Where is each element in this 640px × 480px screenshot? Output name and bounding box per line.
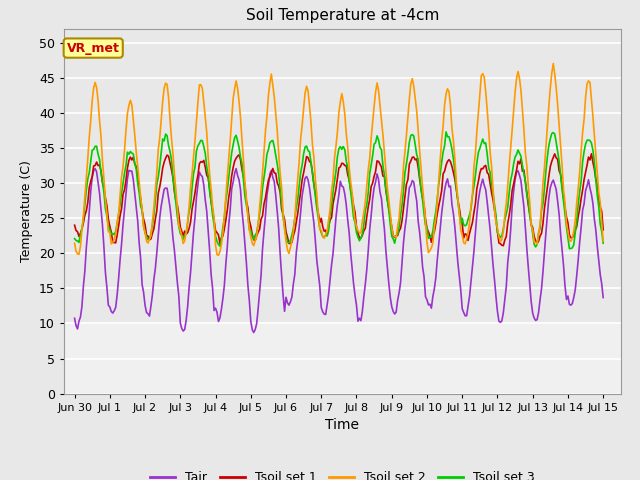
Line: Tsoil set 1: Tsoil set 1: [75, 154, 603, 246]
Tsoil set 2: [536, 221, 544, 227]
Tair: [374, 177, 382, 182]
Y-axis label: Temperature (C): Temperature (C): [20, 160, 33, 262]
Tair: [404, 199, 412, 204]
Tsoil set 3: [372, 140, 380, 145]
Tsoil set 1: [599, 227, 607, 233]
Title: Soil Temperature at -4cm: Soil Temperature at -4cm: [246, 9, 439, 24]
Legend: Tair, Tsoil set 1, Tsoil set 2, Tsoil set 3: Tair, Tsoil set 1, Tsoil set 2, Tsoil se…: [145, 467, 540, 480]
Tsoil set 3: [71, 236, 79, 241]
Tsoil set 2: [391, 234, 399, 240]
Tsoil set 3: [85, 170, 93, 176]
Tsoil set 2: [85, 134, 93, 140]
Tsoil set 1: [389, 233, 397, 239]
Tair: [232, 166, 240, 171]
Tsoil set 1: [536, 233, 544, 239]
Line: Tsoil set 2: Tsoil set 2: [75, 63, 603, 255]
Tair: [85, 208, 93, 214]
Tsoil set 2: [169, 151, 177, 156]
Bar: [64, 324, 621, 394]
Tsoil set 2: [214, 252, 222, 258]
Tsoil set 3: [169, 174, 177, 180]
Line: Tair: Tair: [75, 168, 603, 333]
Tsoil set 2: [373, 80, 381, 86]
Tair: [169, 235, 177, 241]
X-axis label: Time: Time: [325, 418, 360, 432]
Text: VR_met: VR_met: [67, 42, 120, 55]
Line: Tsoil set 3: Tsoil set 3: [75, 132, 603, 249]
Tair: [538, 286, 545, 292]
Tsoil set 1: [588, 151, 595, 156]
Tair: [599, 295, 607, 300]
Tsoil set 2: [549, 60, 557, 66]
Tair: [392, 309, 400, 315]
Tsoil set 2: [599, 239, 607, 244]
Tsoil set 3: [389, 236, 397, 242]
Tsoil set 1: [499, 243, 507, 249]
Tsoil set 1: [372, 168, 380, 174]
Tsoil set 1: [401, 194, 409, 200]
Tsoil set 1: [85, 185, 93, 191]
Tsoil set 3: [401, 170, 409, 176]
Tsoil set 3: [566, 246, 573, 252]
Tsoil set 2: [71, 240, 79, 246]
Tsoil set 1: [169, 175, 177, 180]
Tair: [250, 330, 257, 336]
Tsoil set 1: [71, 222, 79, 228]
Tsoil set 3: [536, 226, 544, 231]
Tair: [71, 315, 79, 321]
Tsoil set 3: [442, 129, 450, 135]
Tsoil set 3: [599, 240, 607, 246]
Tsoil set 2: [403, 132, 410, 138]
